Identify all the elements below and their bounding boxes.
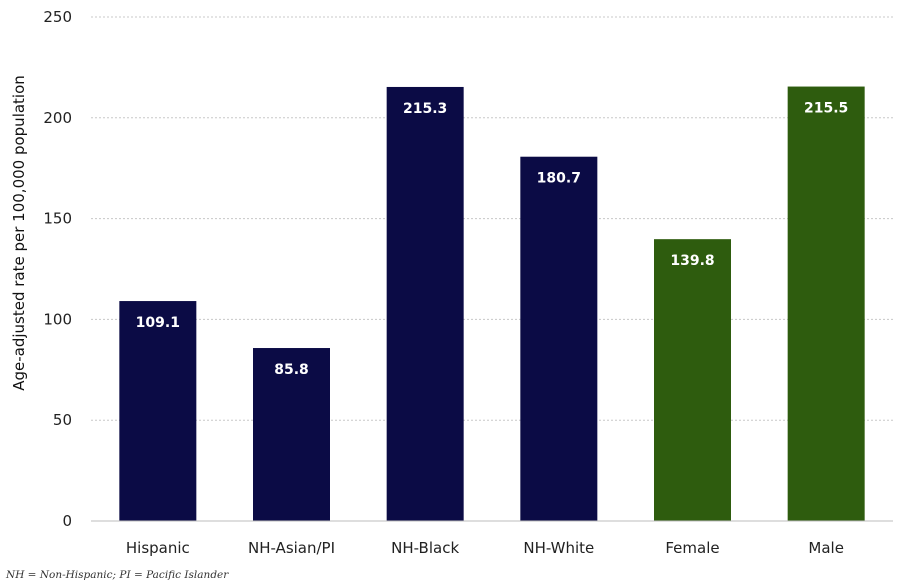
data-label: 139.8 xyxy=(670,253,714,269)
bar-female xyxy=(654,239,731,521)
bar-nh-white xyxy=(520,156,598,521)
y-axis-label: Age-adjusted rate per 100,000 population xyxy=(10,75,28,391)
data-label: 109.1 xyxy=(136,315,180,331)
y-tick-label: 250 xyxy=(43,8,72,26)
gridlines xyxy=(91,16,893,421)
x-axis-ticks: Hispanic NH-Asian/PI NH-Black NH-White Femal… xyxy=(126,539,844,557)
footnote: NH = Non-Hispanic; PI = Pacific Islander xyxy=(6,569,229,581)
bar-hispanic xyxy=(119,301,197,521)
y-axis-ticks: 0 50 100 150 200 250 xyxy=(43,8,72,530)
y-tick-label: 0 xyxy=(62,512,72,530)
data-label: 215.5 xyxy=(804,101,848,117)
x-tick-label: Male xyxy=(808,539,844,557)
x-tick-label: NH-Black xyxy=(391,539,459,557)
data-label: 85.8 xyxy=(274,362,309,378)
x-tick-label: NH-White xyxy=(523,539,594,557)
bars: 109.1 85.8 215.3 180.7 139.8 215.5 xyxy=(119,86,865,521)
data-label: 215.3 xyxy=(403,101,447,117)
x-tick-label: Hispanic xyxy=(126,539,190,557)
data-label: 180.7 xyxy=(537,171,581,187)
bar-nh-black xyxy=(386,86,464,521)
y-tick-label: 50 xyxy=(53,411,72,429)
y-tick-label: 200 xyxy=(43,109,72,127)
x-tick-label: NH-Asian/PI xyxy=(248,539,335,557)
bar-nh-asian-pi xyxy=(253,348,330,521)
bar-chart: 0 50 100 150 200 250 109.1 85.8 215.3 180.7 139.8… xyxy=(10,8,893,557)
y-tick-label: 100 xyxy=(43,310,72,328)
y-tick-label: 150 xyxy=(43,210,72,228)
bar-male xyxy=(787,86,865,521)
x-tick-label: Female xyxy=(665,539,719,557)
